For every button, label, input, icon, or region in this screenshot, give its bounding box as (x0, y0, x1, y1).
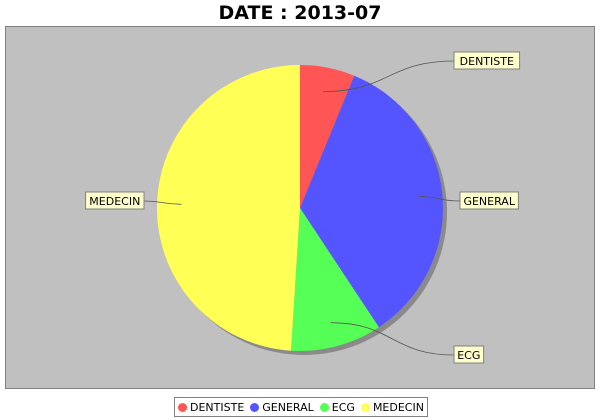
legend-item-dentiste: DENTISTE (178, 401, 244, 414)
legend-swatch-medecin (360, 402, 370, 412)
leader-line-ecg (330, 322, 455, 356)
label-box-medecin (85, 191, 145, 210)
pie-slice-medecin (156, 64, 300, 351)
chart-title: DATE : 2013-07 (218, 2, 382, 24)
legend-label-medecin: MEDECIN (372, 400, 424, 414)
pie-slice-ecg (291, 208, 379, 352)
legend-label-ecg: ECG (331, 400, 355, 414)
legend-swatch-ecg (319, 402, 329, 412)
label-box-dentiste (453, 51, 521, 70)
legend-label-dentiste: DENTISTE (190, 400, 245, 414)
leader-line-dentiste (322, 60, 455, 92)
slice-label-ecg: ECG (457, 349, 480, 362)
legend-item-medecin: MEDECIN (360, 400, 424, 414)
label-box-general (459, 191, 519, 210)
legend-item-general: GENERAL (250, 401, 314, 414)
legend: DENTISTE GENERAL ECG MEDECIN (174, 397, 428, 417)
slice-label-dentiste: DENTISTE (460, 55, 514, 68)
leader-line-medecin (143, 200, 182, 205)
slice-label-medecin: MEDECIN (89, 195, 140, 208)
legend-swatch-dentiste (178, 402, 187, 412)
pie-slice-dentiste (300, 65, 355, 208)
leader-line-general (418, 196, 461, 202)
legend-swatch-general (250, 402, 260, 412)
pie-slice-general (300, 75, 444, 328)
legend-label-general: GENERAL (262, 400, 314, 414)
legend-item-ecg: ECG (319, 400, 355, 414)
slice-label-general: GENERAL (463, 195, 515, 208)
label-box-ecg (453, 345, 485, 364)
